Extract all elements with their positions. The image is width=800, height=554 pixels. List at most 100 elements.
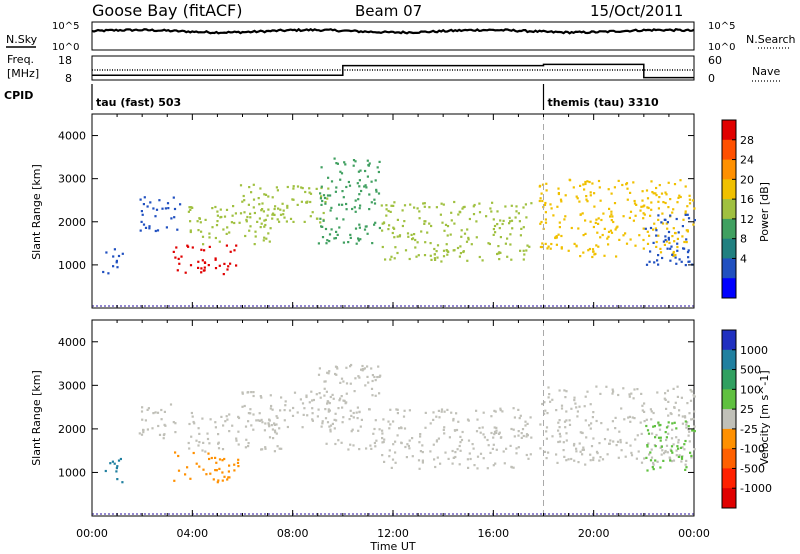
power-ylabel: Slant Range [km] [30, 164, 43, 260]
x-tick-label-0: 00:00 [76, 527, 108, 540]
noise-panel-frame [91, 21, 695, 51]
noise-trace [91, 27, 695, 35]
velocity_colorbar-swatch-1 [722, 349, 736, 371]
power-frame [91, 113, 695, 309]
velocity-region-5 [317, 363, 382, 451]
power-panel: 1000 2000 3000 4000 [58, 113, 696, 309]
power_colorbar-tick-label-3: 16 [740, 193, 754, 206]
noise-sky-series [91, 27, 695, 35]
cpid-bar: tau (fast) 503 themis (tau) 3310 [91, 84, 659, 110]
power_colorbar-swatch-0 [722, 120, 736, 141]
velocity_colorbar-tick-label-5: -100 [740, 443, 765, 456]
velocity_colorbar-swatch-0 [722, 330, 736, 351]
x-tick-label-4: 16:00 [477, 527, 509, 540]
freq-left-tick-bottom: 8 [65, 72, 72, 85]
noise-right-tick-top: 10^5 [708, 21, 735, 32]
noise-left-tick-top: 10^5 [52, 21, 79, 32]
velocity-frame [91, 319, 695, 517]
velocity-colorbar: 1000 500 100 25 -25 -100 -500 -1000 [721, 329, 772, 509]
velocity-region-0 [104, 457, 124, 484]
power_colorbar-swatch-2 [722, 159, 736, 180]
power-region-0 [102, 248, 124, 275]
power-ytick-label-1: 2000 [58, 216, 86, 229]
velocity_colorbar-tick-label-7: -1000 [740, 482, 772, 495]
velocity_colorbar-tick-label-6: -500 [740, 462, 765, 475]
power-region-6 [380, 200, 533, 263]
power_colorbar-swatch-3 [722, 179, 736, 200]
power_colorbar-tick-label-6: 4 [740, 252, 747, 265]
power-region-4 [238, 183, 330, 224]
power_colorbar-tick-label-2: 20 [740, 173, 754, 186]
power_colorbar-tick-label-5: 8 [740, 233, 747, 246]
power-region-2 [172, 244, 238, 276]
freq-right-tick-bottom: 0 [708, 72, 715, 85]
power_colorbar-swatch-6 [722, 238, 736, 259]
velocity-region-8 [645, 420, 696, 472]
velocity_colorbar-swatch-4 [722, 409, 736, 430]
freq-label-bottom: [MHz] [7, 67, 39, 80]
velocity-colorbar-label: Velocity [m s^-1] [758, 370, 771, 465]
power-region-7 [538, 178, 696, 259]
velocity-panel: 1000 2000 3000 4000 [58, 319, 696, 517]
velocity_colorbar-tick-label-0: 1000 [740, 344, 768, 357]
freq-trace [92, 63, 694, 79]
nave-label: Nave [752, 65, 780, 78]
noise-sky-label: N.Sky [6, 33, 38, 46]
velocity-ytick-label-3: 4000 [58, 336, 86, 349]
velocity-region-2 [173, 451, 240, 484]
power-region-1 [139, 196, 182, 233]
power_colorbar-swatch-8 [722, 278, 736, 299]
power-region-5 [317, 157, 381, 245]
freq-series [92, 63, 694, 79]
beam-title: Beam 07 [355, 2, 422, 20]
velocity_colorbar-swatch-6 [722, 448, 736, 469]
freq-panel-frame [91, 55, 695, 81]
power_colorbar-swatch-5 [722, 218, 736, 240]
power_colorbar-swatch-7 [722, 258, 736, 279]
velocity-region-7 [539, 385, 696, 466]
velocity_colorbar-tick-label-3: 25 [740, 403, 754, 416]
power-ytick-label-0: 1000 [58, 259, 86, 272]
velocity_colorbar-tick-label-4: -25 [740, 423, 758, 436]
x-tick-label-3: 12:00 [377, 527, 409, 540]
x-axis-label: Time UT [369, 540, 415, 553]
power-region-3 [187, 205, 283, 246]
cpid-segment-label-0: tau (fast) 503 [96, 96, 181, 109]
velocity_colorbar-tick-label-2: 100 [740, 383, 761, 396]
x-tick-label-5: 20:00 [578, 527, 610, 540]
cpid-label: CPID [4, 89, 33, 102]
x-tick-label-6: 00:00 [678, 527, 710, 540]
velocity-cells [104, 363, 696, 484]
date-title: 15/Oct/2011 [590, 2, 683, 20]
power_colorbar-tick-label-4: 12 [740, 213, 754, 226]
velocity_colorbar-swatch-7 [722, 468, 736, 489]
power-cells [102, 157, 696, 276]
velocity-ytick-label-1: 2000 [58, 423, 86, 436]
power-ytick-label-2: 3000 [58, 173, 86, 186]
velocity_colorbar-swatch-8 [722, 488, 736, 509]
freq-right-tick-top: 60 [708, 54, 722, 67]
x-tick-label-2: 08:00 [277, 527, 309, 540]
velocity_colorbar-swatch-2 [722, 369, 736, 390]
power_colorbar-frame [721, 119, 737, 299]
velocity_colorbar-swatch-5 [722, 428, 736, 450]
power-region-8 [644, 213, 696, 267]
velocity-region-1 [138, 403, 177, 440]
power_colorbar-swatch-1 [722, 139, 736, 161]
power-ytick-label-3: 4000 [58, 130, 86, 143]
x-axis: 00:00 04:00 08:00 12:00 16:00 20:00 00:00 [76, 527, 710, 540]
station-title: Goose Bay (fitACF) [92, 1, 242, 20]
power_colorbar-swatch-4 [722, 199, 736, 220]
velocity_colorbar-frame [721, 329, 737, 509]
velocity-ylabel: Slant Range [km] [30, 370, 43, 466]
velocity_colorbar-tick-label-1: 500 [740, 364, 761, 377]
velocity-ytick-label-2: 3000 [58, 379, 86, 392]
velocity_colorbar-swatch-3 [722, 389, 736, 410]
power-colorbar: 28 24 20 16 12 8 4 [721, 119, 754, 299]
noise-left-tick-bottom: 10^0 [52, 42, 79, 53]
power-colorbar-label: Power [dB] [758, 182, 771, 242]
noise-right-tick-bottom: 10^0 [708, 42, 735, 53]
freq-label-top: Freq. [7, 53, 34, 66]
noise-search-label: N.Search [746, 33, 796, 46]
power_colorbar-tick-label-1: 24 [740, 154, 754, 167]
